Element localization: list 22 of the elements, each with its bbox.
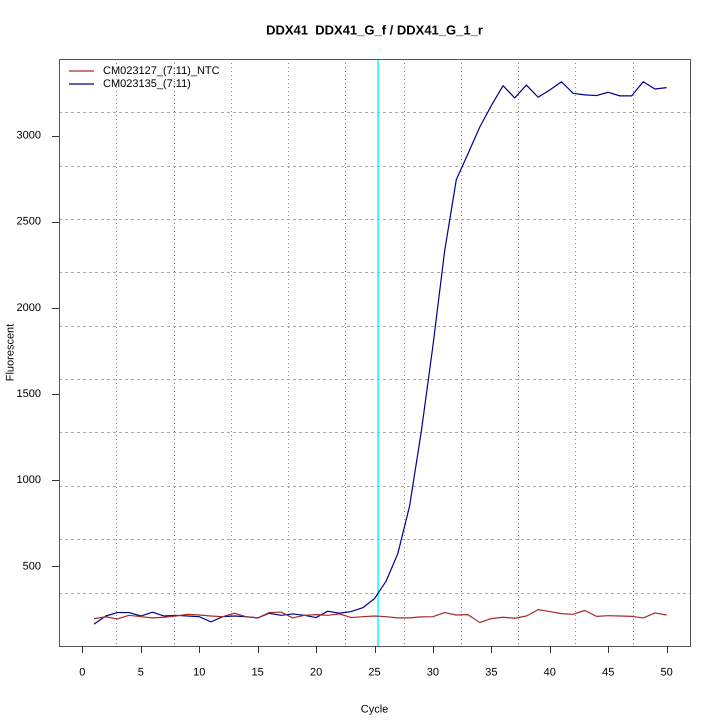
legend-label: CM023127_(7:11)_NTC <box>103 65 220 78</box>
x-tick-label: 20 <box>310 666 322 679</box>
x-tick-label: 0 <box>79 666 86 679</box>
x-tick-label: 35 <box>485 666 498 679</box>
x-tick-label: 40 <box>544 666 556 679</box>
x-tick-label: 50 <box>660 666 673 679</box>
x-tick-label: 5 <box>138 666 144 679</box>
y-axis-title: Fluorescent <box>4 324 17 382</box>
x-tick-label: 15 <box>252 666 264 679</box>
legend-label: CM023135_(7:11) <box>103 78 191 90</box>
y-tick-label: 3000 <box>16 130 41 142</box>
x-tick-label: 30 <box>426 666 440 679</box>
y-tick-label: 1000 <box>16 474 41 486</box>
y-tick-label: 500 <box>22 560 41 572</box>
x-tick-label: 25 <box>368 666 381 679</box>
y-tick-label: 1500 <box>16 388 41 400</box>
chart-title: DDX41 DDX41_G_f / DDX41_G_1_r <box>266 22 483 38</box>
x-axis-title: Cycle <box>360 703 388 716</box>
y-tick-label: 2500 <box>16 216 41 228</box>
x-tick-label: 45 <box>602 666 614 679</box>
y-tick-label: 2000 <box>16 302 41 314</box>
x-tick-label: 10 <box>193 666 206 679</box>
